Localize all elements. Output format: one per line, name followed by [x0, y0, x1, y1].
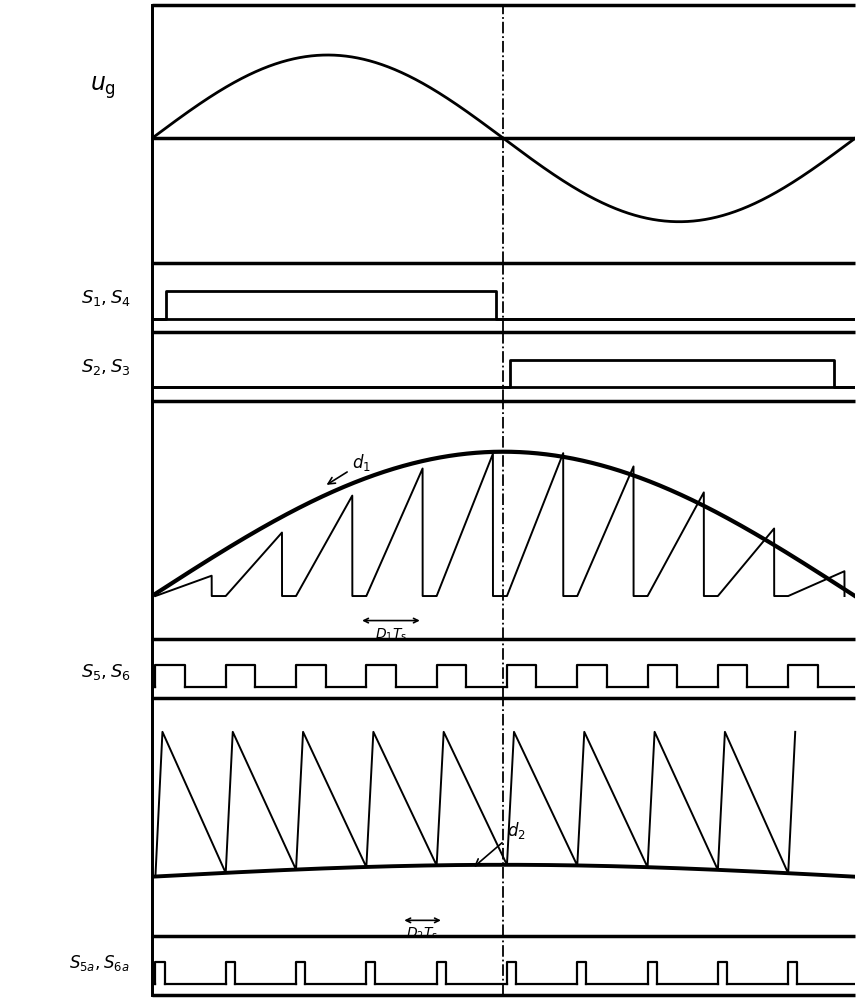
Text: $d_1$: $d_1$	[328, 452, 372, 484]
Text: $u_{\rm g}$: $u_{\rm g}$	[89, 74, 115, 101]
Text: $D_2T_{\rm s}$: $D_2T_{\rm s}$	[406, 925, 439, 942]
Text: $D_1T_{\rm s}$: $D_1T_{\rm s}$	[375, 626, 407, 643]
Text: $S_{5a}, S_{6a}$: $S_{5a}, S_{6a}$	[69, 953, 129, 973]
Text: $S_5, S_6$: $S_5, S_6$	[82, 662, 131, 682]
Text: $d_2$: $d_2$	[476, 820, 526, 866]
Text: $S_2, S_3$: $S_2, S_3$	[82, 357, 131, 377]
Text: $S_1, S_4$: $S_1, S_4$	[82, 288, 131, 308]
